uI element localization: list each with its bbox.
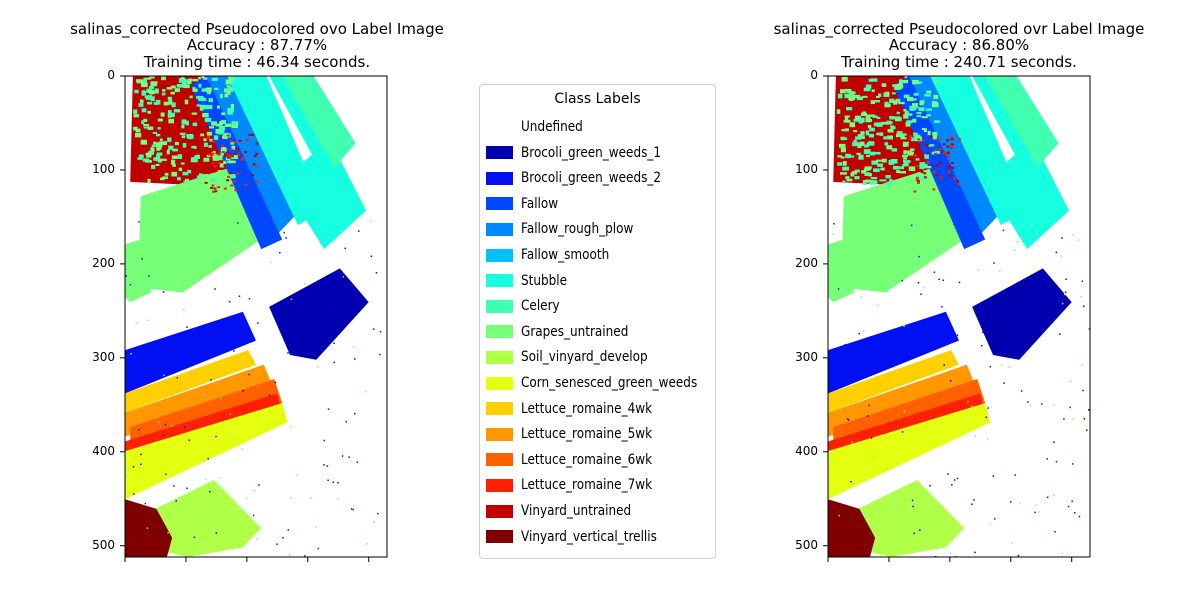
ovr-class-region — [828, 499, 876, 557]
legend-item: Vinyard_vertical_trellis — [486, 527, 679, 547]
legend-item: Fallow_smooth — [486, 245, 624, 265]
ovr-title-line-2: Accuracy : 86.80% — [888, 36, 1030, 54]
legend-item: Lettuce_romaine_4wk — [486, 399, 673, 419]
ovo-class-region — [125, 499, 173, 557]
ovr-class-region — [909, 76, 999, 235]
legend-label: Lettuce_romaine_4wk — [521, 400, 653, 417]
ovo-axes-frame — [124, 75, 388, 558]
legend-swatch — [486, 350, 513, 364]
legend-label: Lettuce_romaine_6wk — [521, 451, 653, 468]
class-labels-legend: Class Labels Undefined Brocoli_green_weed… — [479, 84, 716, 559]
legend-swatch — [486, 453, 513, 467]
legend-item: Grapes_untrained — [486, 322, 646, 342]
ovo-y-tick-label: 400 — [92, 443, 115, 458]
legend-item: Lettuce_romaine_7wk — [486, 475, 673, 495]
legend-label: Lettuce_romaine_5wk — [521, 426, 653, 443]
ovr-y-tick-label: 200 — [795, 255, 818, 270]
legend-label: Vinyard_untrained — [521, 503, 632, 519]
ovo-class-region — [125, 311, 256, 394]
legend-item: Stubble — [486, 271, 575, 291]
legend-label: Celery — [521, 298, 560, 315]
ovo-class-region — [282, 138, 367, 250]
ovo-image-area — [125, 76, 387, 557]
ovo-y-tick-label: 200 — [92, 255, 115, 270]
legend-item: Fallow_rough_plow — [486, 219, 652, 239]
legend-swatch — [486, 427, 513, 441]
legend-swatch — [486, 299, 513, 313]
ovo-class-region — [206, 76, 296, 235]
legend-label: Fallow_rough_plow — [521, 221, 634, 238]
legend-item: Undefined — [486, 117, 593, 137]
legend-label: Grapes_untrained — [521, 323, 629, 340]
legend-swatch — [486, 197, 513, 211]
legend-label: Soil_vinyard_develop — [521, 349, 648, 366]
ovr-y-tick-label: 400 — [795, 443, 818, 458]
legend-swatch — [486, 478, 513, 492]
legend-swatch — [486, 325, 513, 339]
legend-swatch — [486, 146, 513, 160]
legend-label: Stubble — [521, 272, 568, 289]
ovr-class-region — [985, 138, 1070, 250]
legend-label: Undefined — [521, 119, 583, 135]
ovo-y-tick-label: 500 — [92, 537, 115, 552]
legend-label: Brocoli_green_weeds_2 — [521, 170, 662, 187]
ovr-class-region — [828, 403, 991, 500]
ovr-class-region — [828, 350, 959, 413]
legend-swatch — [486, 530, 513, 544]
ovr-y-tick-label: 500 — [795, 537, 818, 552]
legend-item: Brocoli_green_weeds_2 — [486, 168, 684, 188]
legend-item: Brocoli_green_weeds_1 — [486, 143, 684, 163]
legend-swatch — [486, 171, 513, 185]
legend-label: Fallow — [521, 195, 559, 212]
ovo-class-region — [190, 76, 283, 250]
ovo-y-tick-label: 100 — [92, 161, 115, 176]
legend-swatch — [486, 402, 513, 416]
ovo-y-tick-label: 300 — [92, 349, 115, 364]
legend-swatch — [486, 222, 513, 236]
legend-swatch — [486, 274, 513, 288]
ovr-y-tick-label: 0 — [810, 68, 818, 82]
legend-label: Lettuce_romaine_7wk — [521, 477, 653, 494]
legend-label: Vinyard_vertical_trellis — [521, 528, 657, 545]
ovr-y-tick-label: 100 — [795, 161, 818, 176]
ovo-class-region — [125, 239, 152, 303]
ovo-title-line-3: Training time : 46.34 seconds. — [143, 53, 371, 71]
legend-label: Corn_senesced_green_weeds — [521, 375, 698, 391]
ovo-class-region — [269, 268, 369, 360]
ovr-misclassified-pixels — [832, 76, 1090, 557]
ovr-panel: salinas_corrected Pseudocolored ovr Labe… — [700, 0, 1202, 597]
legend-label: Brocoli_green_weeds_1 — [521, 144, 662, 161]
ovo-class-region — [282, 76, 356, 168]
ovr-class-region — [985, 76, 1059, 168]
ovr-title-line-1: salinas_corrected Pseudocolored ovr Labe… — [773, 20, 1145, 38]
ovo-misclassified-pixels — [125, 76, 382, 557]
ovo-title-line-2: Accuracy : 87.77% — [186, 36, 328, 54]
legend-swatch — [486, 248, 513, 262]
ovr-title-line-3: Training time : 240.71 seconds. — [841, 53, 1077, 71]
ovr-class-region — [828, 311, 959, 394]
legend-swatch — [486, 376, 513, 390]
ovr-axes-frame — [827, 75, 1091, 558]
ovo-class-region — [125, 403, 288, 500]
ovo-class-region — [125, 350, 256, 413]
legend-swatch — [486, 120, 513, 134]
ovr-class-region — [828, 239, 855, 303]
legend-item: Vinyard_untrained — [486, 501, 649, 521]
ovo-y-tick-label: 0 — [107, 68, 115, 82]
legend-item: Soil_vinyard_develop — [486, 347, 668, 367]
legend-item: Lettuce_romaine_6wk — [486, 450, 673, 470]
legend-item: Fallow — [486, 194, 564, 214]
legend-item: Celery — [486, 296, 566, 316]
legend-swatch — [486, 504, 513, 518]
ovr-y-tick-label: 300 — [795, 349, 818, 364]
ovr-image-area — [828, 76, 1090, 557]
legend-title: Class Labels — [554, 91, 641, 107]
ovo-panel: salinas_corrected Pseudocolored ovo Labe… — [0, 0, 470, 597]
ovr-class-region — [972, 268, 1072, 360]
legend-item: Lettuce_romaine_5wk — [486, 424, 673, 444]
ovo-title-line-1: salinas_corrected Pseudocolored ovo Labe… — [70, 20, 444, 38]
legend-label: Fallow_smooth — [521, 247, 610, 263]
legend-item: Corn_senesced_green_weeds — [486, 373, 726, 393]
